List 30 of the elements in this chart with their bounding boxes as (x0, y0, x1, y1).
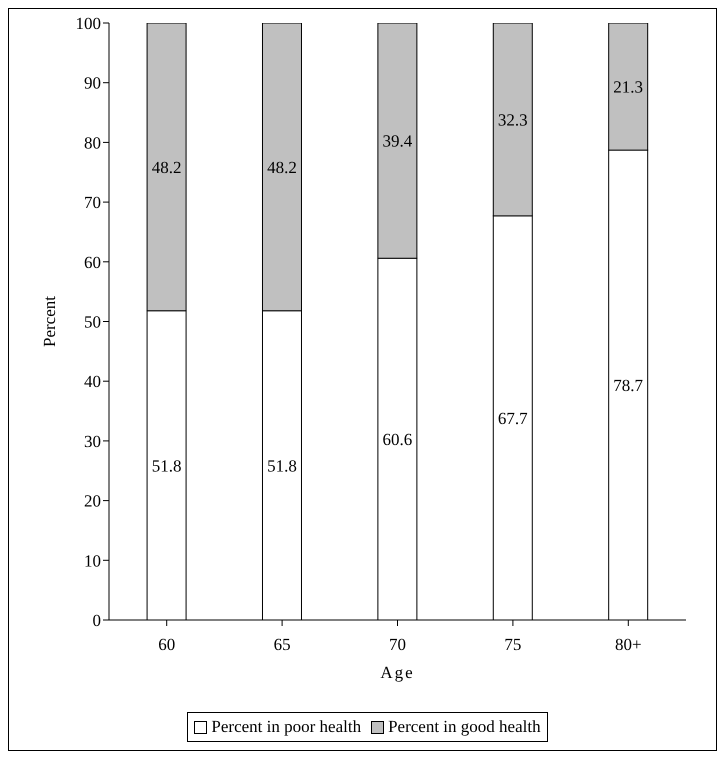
y-tick-label: 30 (84, 432, 101, 451)
data-label: 51.8 (267, 456, 297, 476)
data-label: 51.8 (152, 456, 182, 476)
x-tick-label: 70 (389, 635, 406, 654)
data-label: 60.6 (382, 430, 412, 450)
data-label: 32.3 (498, 110, 528, 130)
y-tick-label: 0 (92, 611, 101, 630)
y-tick-label: 100 (76, 14, 101, 34)
y-tick-label: 90 (84, 74, 101, 93)
legend-label: Percent in good health (387, 717, 541, 737)
x-tick-label: 75 (504, 635, 522, 654)
y-tick-label: 40 (84, 372, 101, 392)
y-tick-label: 80 (84, 133, 101, 152)
x-tick-label: 65 (274, 635, 291, 654)
x-tick-label: 60 (158, 635, 176, 654)
x-tick-label: 80+ (615, 635, 642, 654)
data-label: 78.7 (613, 376, 644, 396)
data-label: 21.3 (613, 78, 644, 97)
y-tick-label: 20 (84, 492, 101, 511)
y-tick-label: 50 (84, 312, 101, 332)
y-axis-title: Percent (40, 296, 60, 347)
data-label: 48.2 (152, 158, 182, 177)
data-label: 67.7 (498, 408, 528, 428)
data-label: 48.2 (267, 158, 297, 177)
y-tick-label: 60 (84, 252, 101, 272)
y-tick-label: 70 (84, 193, 101, 212)
y-tick-label: 10 (84, 551, 101, 570)
x-axis-title: Age (380, 663, 415, 682)
data-label: 39.4 (382, 132, 413, 151)
legend-label: Percent in poor health (210, 717, 362, 737)
